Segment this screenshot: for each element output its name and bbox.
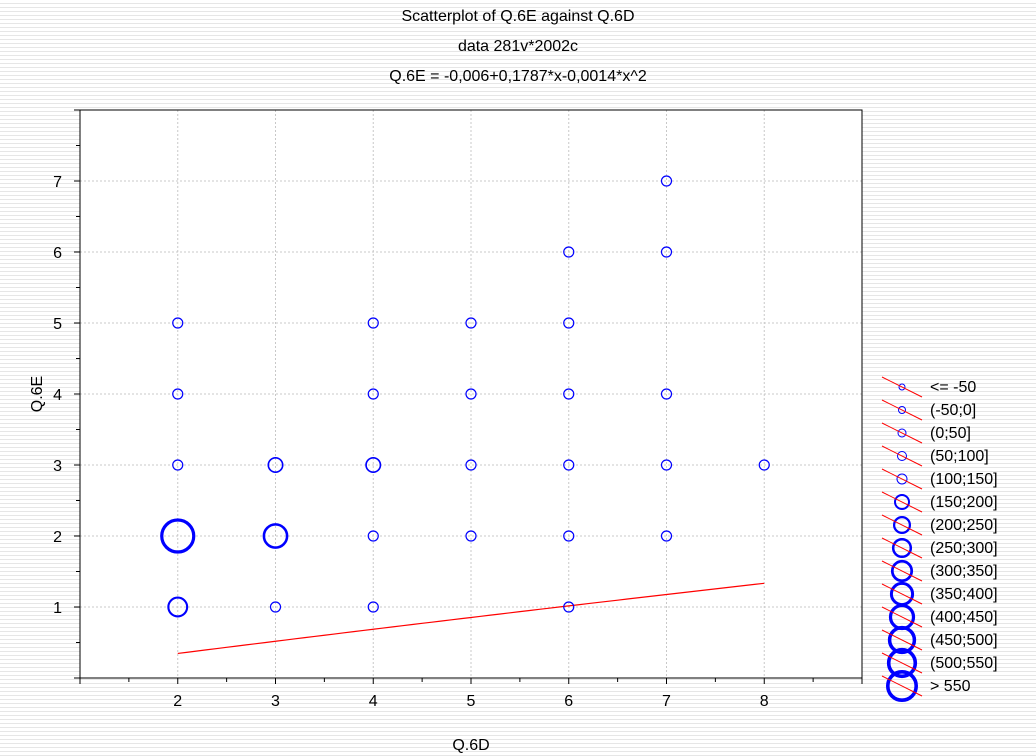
x-axis-tick-labels: 2 3 4 5 6 7 8: [173, 693, 769, 710]
x-tick-label: 4: [369, 693, 378, 710]
data-point: [660, 175, 673, 187]
legend-marker: [887, 625, 917, 655]
legend-label: (200;250]: [930, 517, 998, 534]
legend-label: <= -50: [930, 379, 976, 396]
legend-marker: [896, 473, 908, 485]
data-point: [160, 518, 196, 554]
legend-line-sample: [881, 399, 923, 421]
legend-line-sample: [881, 606, 923, 628]
legend-marker: [885, 669, 918, 702]
data-point: [267, 456, 284, 474]
y-tick-label: 6: [53, 245, 62, 262]
legend-line-sample: [881, 445, 923, 467]
x-tick-label: 6: [564, 693, 573, 710]
legend-marker: [897, 428, 907, 438]
grid-lines: [80, 110, 862, 678]
legend-marker: [898, 406, 906, 414]
data-point: [367, 530, 379, 542]
legend-label: (300;350]: [930, 563, 998, 580]
data-point: [563, 246, 575, 258]
data-point: [465, 388, 477, 400]
data-point: [660, 530, 673, 542]
y-tick-label: 4: [53, 387, 62, 404]
data-point: [660, 459, 673, 471]
y-tick-label: 7: [53, 174, 62, 191]
legend-marker: [890, 559, 914, 583]
x-axis-label: Q.6D: [452, 737, 489, 754]
legend-line-sample: [881, 491, 923, 513]
legend-marker: [886, 647, 918, 679]
legend-line-sample: [881, 560, 923, 582]
data-point: [563, 459, 575, 471]
legend-line-sample: [881, 537, 923, 559]
data-point: [172, 388, 184, 400]
data-point: [758, 459, 770, 471]
legend-marker: [891, 537, 913, 559]
legend-label: (350;400]: [930, 586, 998, 603]
x-tick-label: 3: [271, 693, 280, 710]
chart-subtitle: data 281v*2002c: [457, 38, 579, 55]
y-axis-label: Q.6E: [29, 376, 46, 412]
axis-ticks: [74, 109, 863, 684]
legend-line-sample: [881, 376, 923, 398]
x-tick-label: 2: [173, 693, 182, 710]
y-tick-label: 3: [53, 458, 62, 475]
fit-curve-layer: [177, 582, 765, 655]
legend-label: (250;300]: [930, 540, 998, 557]
legend-label: (500;550]: [930, 655, 998, 672]
legend-line-sample: [881, 629, 923, 651]
data-point: [172, 459, 184, 471]
legend-marker: [898, 383, 906, 391]
legend: <= -50 (-50;0] (0;50] (50;100] (100;150] (150…: [881, 376, 998, 702]
data-point: [563, 317, 575, 329]
legend-label: (-50;0]: [930, 402, 976, 419]
x-tick-label: 8: [760, 693, 769, 710]
x-tick-label: 5: [467, 693, 476, 710]
y-tick-label: 2: [53, 529, 62, 546]
data-point: [660, 388, 673, 400]
y-tick-label: 1: [53, 600, 62, 617]
legend-label: (400;450]: [930, 609, 998, 626]
legend-marker: [897, 451, 907, 461]
fit-curve: [177, 582, 765, 655]
legend-line-sample: [881, 422, 923, 444]
legend-label: (100;150]: [930, 471, 998, 488]
data-point: [563, 530, 575, 542]
y-tick-label: 5: [53, 316, 62, 333]
data-point: [269, 601, 282, 613]
chart-title: Scatterplot of Q.6E against Q.6D: [401, 8, 635, 25]
data-point: [367, 388, 379, 400]
data-point: [167, 596, 189, 618]
data-point: [367, 601, 379, 613]
data-points: [160, 175, 770, 618]
fit-equation: Q.6E = -0,006+0,1787*x-0,0014*x^2: [389, 68, 647, 85]
data-point: [660, 246, 673, 258]
legend-label: (50;100]: [930, 448, 989, 465]
legend-label: (450;500]: [930, 632, 998, 649]
legend-label: > 550: [930, 678, 971, 695]
data-point: [465, 459, 477, 471]
y-axis-tick-labels: 1 2 3 4 5 6 7: [53, 174, 62, 617]
data-point: [563, 388, 575, 400]
legend-line-sample: [881, 468, 923, 490]
legend-line-sample: [881, 583, 923, 605]
legend-marker: [894, 494, 910, 510]
legend-label: (0;50]: [930, 425, 971, 442]
legend-marker: [892, 515, 912, 535]
data-point: [465, 530, 477, 542]
data-point: [365, 456, 382, 474]
data-point: [563, 601, 575, 613]
legend-label: (150;200]: [930, 494, 998, 511]
legend-line-sample: [881, 675, 923, 697]
x-tick-label: 7: [662, 693, 671, 710]
data-point: [262, 523, 289, 549]
data-point: [367, 317, 379, 329]
data-point: [172, 317, 184, 329]
legend-line-sample: [881, 652, 923, 674]
data-point: [465, 317, 477, 329]
legend-line-sample: [881, 514, 923, 536]
